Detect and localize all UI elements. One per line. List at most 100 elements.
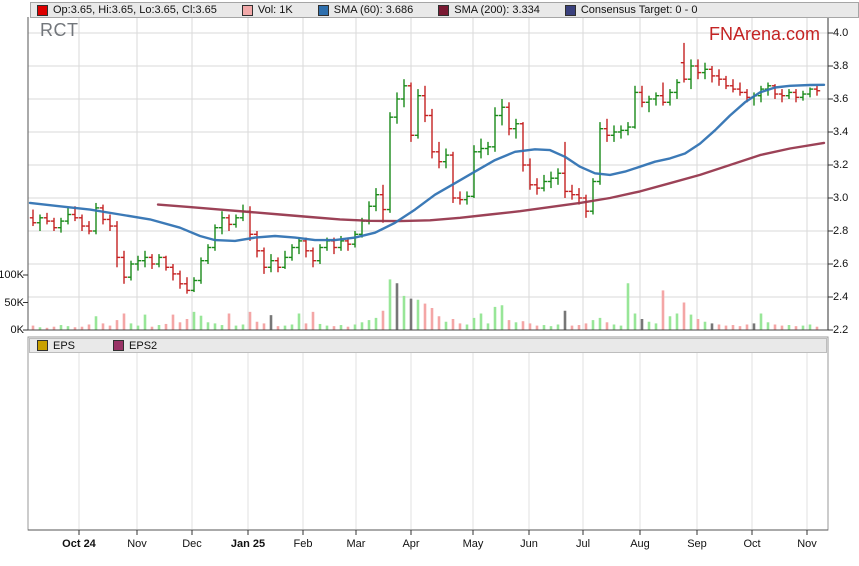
legend-item-0: Op:3.65, Hi:3.65, Lo:3.65, Cl:3.65: [37, 4, 217, 16]
volume-bar: [353, 324, 357, 330]
price-axis-label: 2.6: [833, 258, 849, 270]
volume-bar: [192, 311, 196, 330]
price-axis-label: 2.8: [833, 225, 849, 237]
volume-bar: [402, 295, 406, 330]
volume-bar: [794, 326, 798, 330]
legend-swatch-icon: [317, 4, 329, 16]
legend-label: Consensus Target: 0 - 0: [580, 4, 698, 16]
volume-bar: [45, 327, 49, 330]
volume-bar: [129, 323, 133, 330]
volume-bar: [766, 322, 770, 330]
legend-swatch-icon: [37, 4, 48, 16]
volume-axis-label: 0K: [10, 324, 24, 336]
volume-bar: [598, 317, 602, 330]
volume-bar: [297, 313, 301, 330]
volume-bar: [717, 324, 721, 330]
price-axis-label: 3.0: [833, 192, 849, 204]
volume-bar: [591, 320, 595, 330]
volume-bar: [528, 323, 532, 330]
volume-bar: [451, 319, 455, 330]
volume-bar: [500, 305, 504, 330]
eps-legend-item-0: EPS: [37, 340, 75, 352]
volume-bar: [206, 322, 210, 330]
volume-bar: [318, 323, 322, 330]
month-axis-label: Feb: [293, 538, 313, 550]
volume-bar: [654, 323, 658, 330]
volume-bar: [626, 283, 630, 330]
volume-bar: [619, 325, 623, 330]
legend-label: Op:3.65, Hi:3.65, Lo:3.65, Cl:3.65: [53, 4, 217, 16]
volume-bar: [465, 324, 469, 330]
volume-bar: [59, 325, 63, 330]
volume-bar: [472, 317, 476, 330]
volume-bar: [38, 327, 42, 330]
price-axis-label: 3.6: [833, 93, 849, 105]
price-axis-label: 3.4: [833, 126, 849, 138]
volume-bar: [115, 320, 119, 330]
volume-bar: [136, 325, 140, 330]
volume-bar: [430, 308, 434, 330]
eps-legend: EPS EPS2: [29, 338, 827, 353]
volume-bar: [157, 325, 161, 330]
price-axis-label: 3.8: [833, 60, 849, 72]
volume-bar: [577, 325, 581, 330]
volume-bar: [556, 324, 560, 330]
volume-bar: [787, 325, 791, 330]
volume-bar: [185, 319, 189, 330]
volume-bar: [570, 325, 574, 330]
month-axis-label: Aug: [630, 538, 650, 550]
eps-panel-frame: [27, 336, 829, 531]
volume-bar: [416, 299, 420, 330]
volume-bar: [290, 324, 294, 330]
month-axis-label: Jul: [575, 538, 591, 550]
volume-bar: [108, 325, 112, 330]
volume-bar: [661, 290, 665, 330]
volume-bar: [808, 324, 812, 330]
month-axis-label: Oct 24: [62, 538, 96, 550]
volume-axis-label: 100K: [0, 269, 24, 281]
volume-bar: [752, 323, 756, 330]
volume-bar: [542, 325, 546, 330]
legend-item-2: SMA (60): 3.686: [317, 4, 414, 16]
volume-bar: [682, 302, 686, 330]
volume-bar: [738, 326, 742, 330]
volume-bar: [640, 319, 644, 330]
month-axis-label: Nov: [797, 538, 817, 550]
eps-legend-swatch-icon: [113, 340, 125, 351]
volume-bar: [689, 314, 693, 330]
volume-bar: [780, 325, 784, 330]
symbol-title: RCT: [40, 20, 79, 40]
volume-bar: [668, 316, 672, 330]
volume-bar: [815, 326, 819, 330]
sma60-line: [28, 83, 826, 243]
volume-bar: [213, 323, 217, 330]
volume-bar: [535, 325, 539, 330]
volume-bar: [360, 322, 364, 330]
volume-bar: [94, 316, 98, 330]
legend-item-4: Consensus Target: 0 - 0: [564, 4, 698, 16]
volume-bar: [759, 313, 763, 330]
legend-label: SMA (60): 3.686: [333, 4, 414, 16]
legend-item-1: Vol: 1K: [241, 4, 293, 16]
volume-bar: [178, 322, 182, 330]
volume-bar: [493, 306, 497, 330]
volume-bar: [479, 313, 483, 330]
price-axis-label: 2.2: [833, 324, 849, 336]
volume-bar: [514, 322, 518, 330]
volume-bar: [696, 319, 700, 330]
month-axis-label: Apr: [402, 538, 420, 550]
chart-legend: Op:3.65, Hi:3.65, Lo:3.65, Cl:3.65 Vol: 1…: [30, 2, 859, 18]
volume-bar: [486, 323, 490, 330]
volume-bar: [80, 326, 84, 330]
legend-swatch-icon: [241, 4, 253, 16]
volume-bar: [143, 314, 147, 330]
volume-bar: [199, 315, 203, 330]
volume-bar: [633, 313, 637, 330]
volume-bar: [507, 320, 511, 330]
fnarena-watermark: FNArena.com: [708, 24, 820, 44]
eps-legend-swatch-icon: [37, 340, 48, 351]
volume-bar: [227, 313, 231, 330]
volume-bar: [374, 317, 378, 330]
